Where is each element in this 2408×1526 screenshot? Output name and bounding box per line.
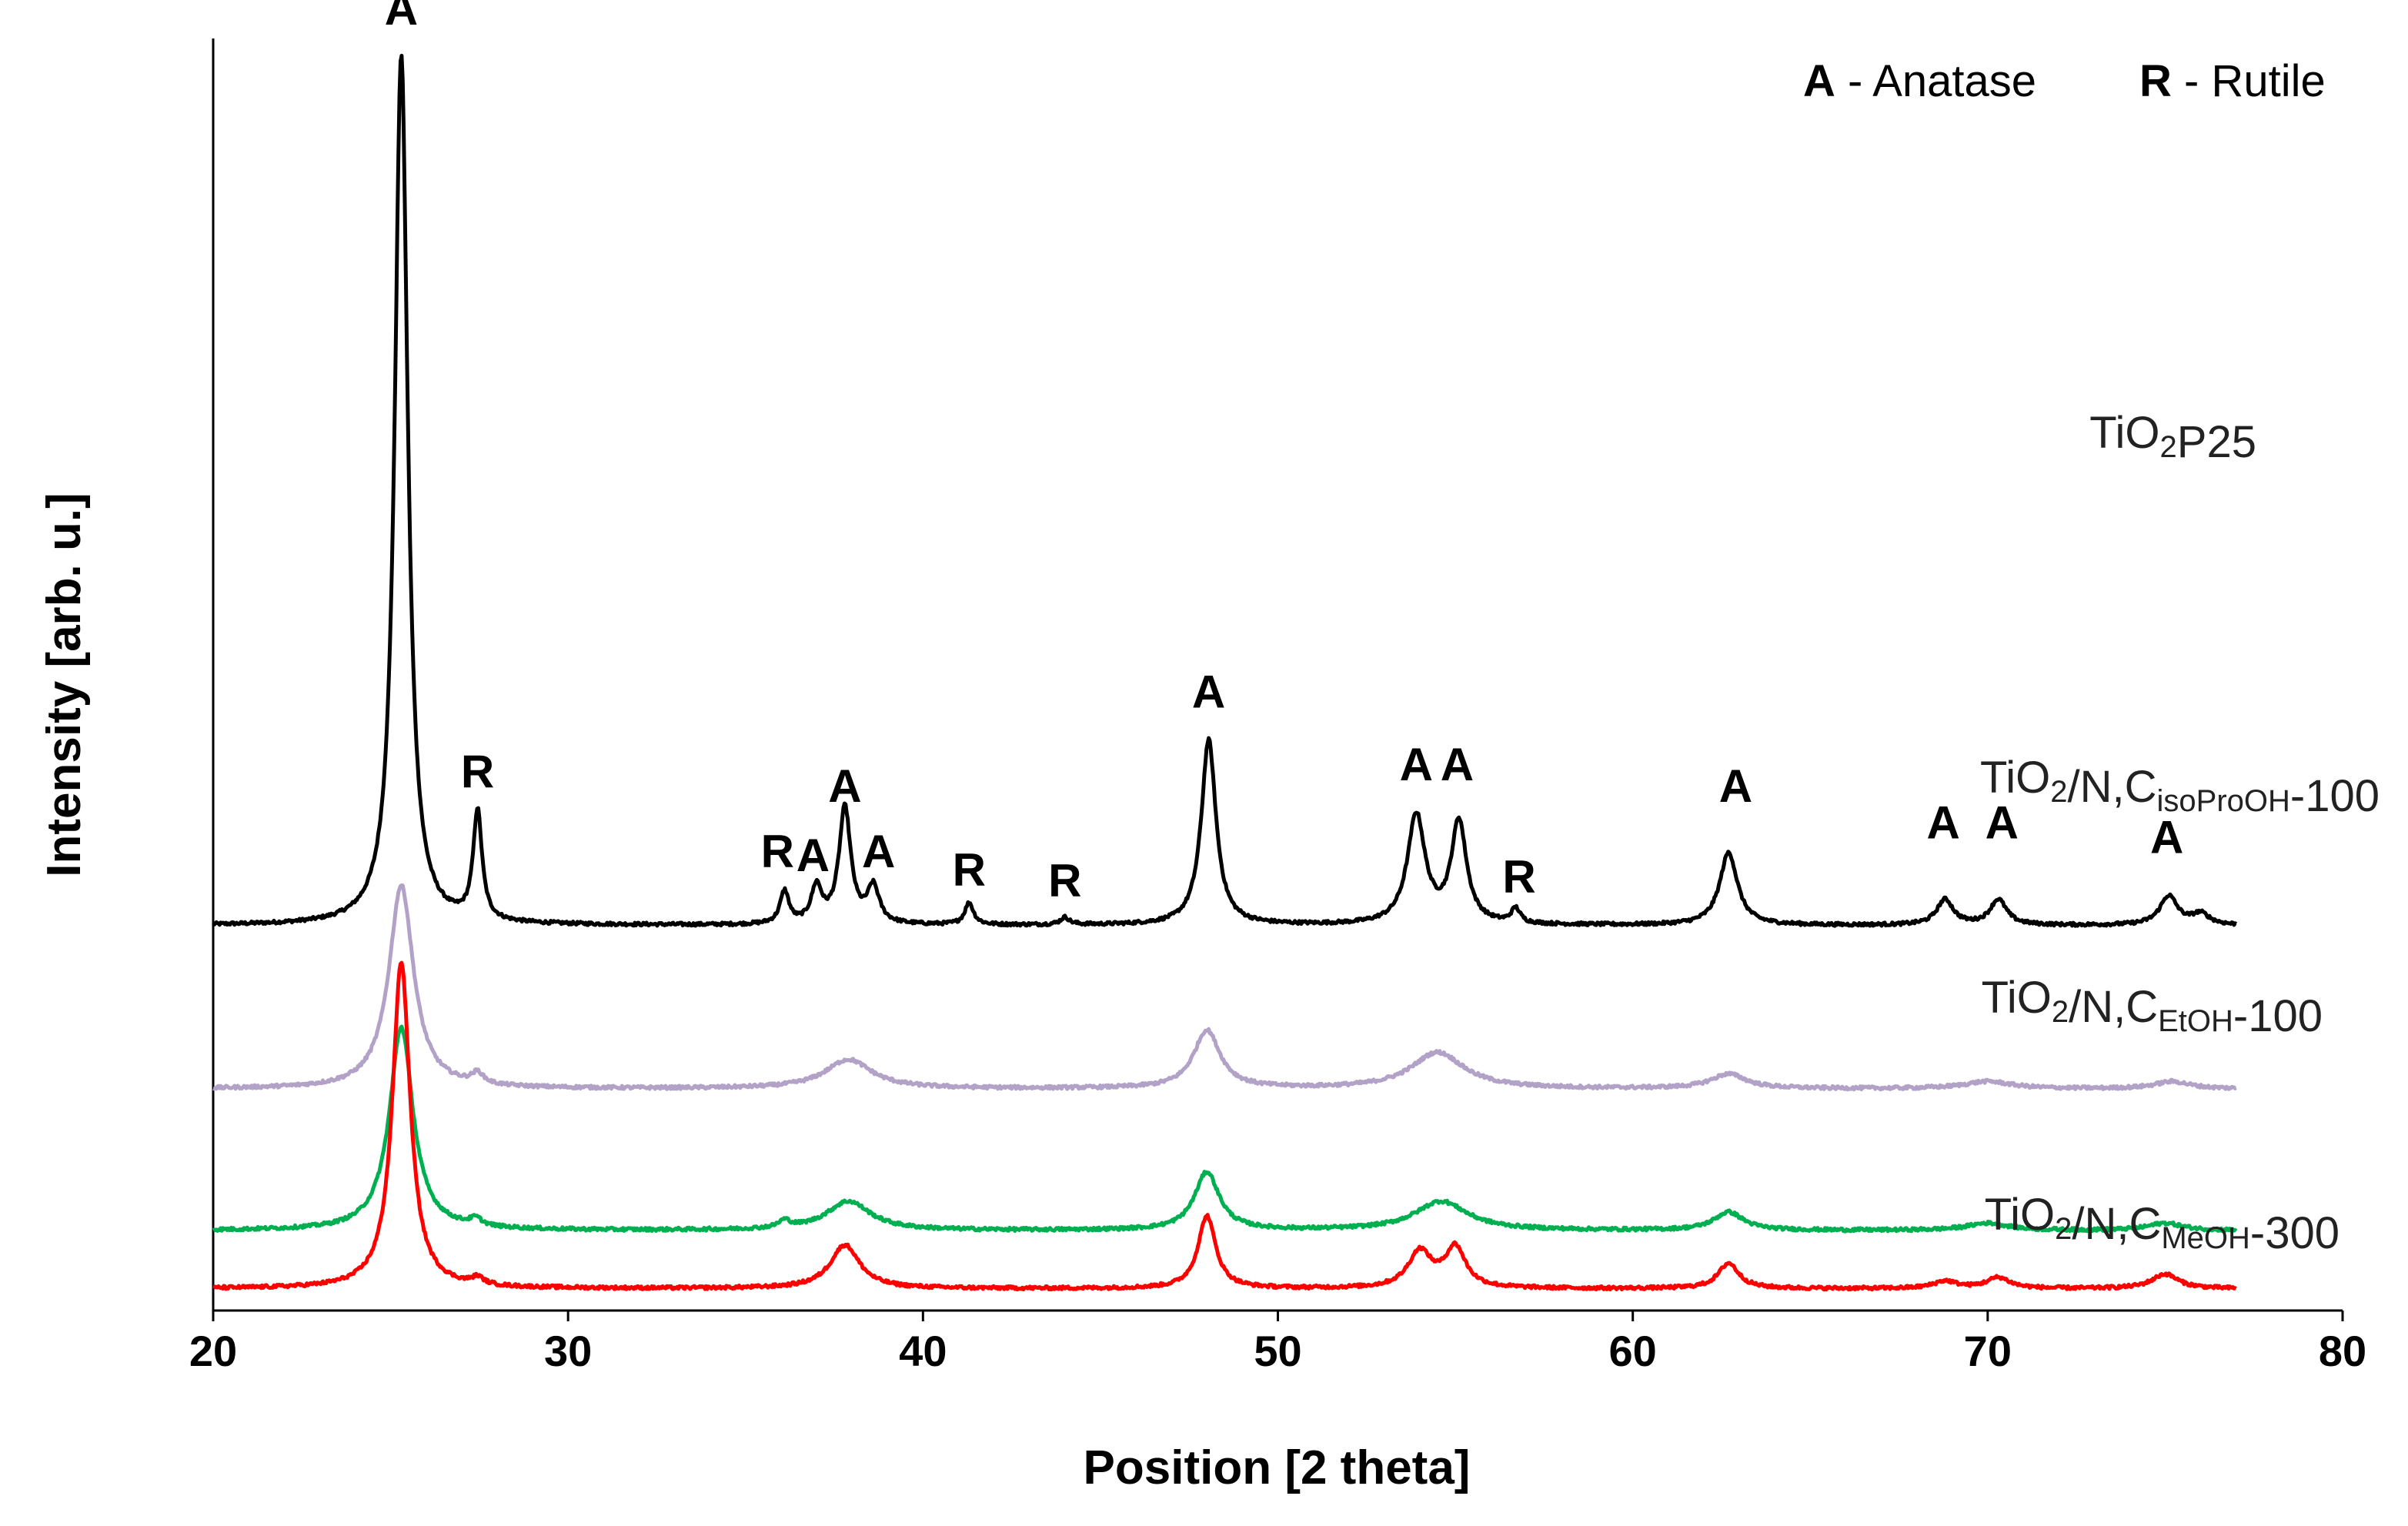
x-tick-label: 40 <box>899 1327 947 1375</box>
x-tick-label: 70 <box>1964 1327 2012 1375</box>
legend-entry-anatase: A - Anatase <box>1803 56 2036 106</box>
series-label-part: TiO <box>2089 408 2159 458</box>
x-tick-label: 20 <box>189 1327 237 1375</box>
anatase-peak-label: A <box>1192 666 1225 717</box>
series-label-part: 2 <box>2055 1212 2072 1246</box>
series-label-part: -100 <box>2233 991 2323 1041</box>
legend-key-anatase: A <box>1803 56 1835 106</box>
legend-text-rutile: - Rutile <box>2172 56 2326 106</box>
rutile-peak-label: R <box>761 826 794 877</box>
series-line-0 <box>212 53 2238 928</box>
series-label-1: TiO2/N,CisoProOH-100 <box>1980 753 2380 821</box>
anatase-peak-label: A <box>1719 760 1752 812</box>
series-labels: TiO2P25TiO2/N,CisoProOH-100TiO2/N,CEtOH-… <box>1980 408 2380 1258</box>
anatase-peak-label: A <box>862 826 895 877</box>
anatase-peak-label: A <box>797 830 830 881</box>
series-label-part: /N,C <box>2068 762 2157 812</box>
x-axis-title: Position [2 theta] <box>1084 1441 1471 1494</box>
legend-text-anatase: - Anatase <box>1835 56 2036 106</box>
rutile-peak-label: R <box>461 746 494 797</box>
rutile-peak-label: R <box>953 844 986 896</box>
series-label-part: P25 <box>2177 417 2256 467</box>
series-label-part: isoProOH <box>2157 784 2290 818</box>
series-label-part: EtOH <box>2158 1004 2233 1038</box>
series-line-3 <box>212 960 2237 1292</box>
series-label-part: TiO <box>1980 753 2050 803</box>
series-line-2 <box>212 1024 2238 1234</box>
series-label-3: TiO2/N,CMeOH-300 <box>1985 1190 2340 1258</box>
series-label-part: TiO <box>1985 1190 2055 1240</box>
series-label-2: TiO2/N,CEtOH-100 <box>1982 973 2323 1041</box>
series-label-0: TiO2P25 <box>2089 408 2256 467</box>
anatase-peak-label: A <box>1441 739 1474 790</box>
series-label-part: /N,C <box>2072 1199 2161 1249</box>
series-label-part: -100 <box>2290 771 2380 821</box>
anatase-peak-label: A <box>2150 811 2183 863</box>
legend: A - Anatase R - Rutile <box>1803 56 2326 106</box>
rutile-peak-label: R <box>1048 855 1081 907</box>
x-tick-label: 80 <box>2319 1327 2366 1375</box>
rutile-peak-label: R <box>1502 851 1535 903</box>
series-label-part: -300 <box>2250 1208 2340 1258</box>
legend-key-rutile: R <box>2139 56 2172 106</box>
series-label-part: 2 <box>2052 995 2069 1029</box>
series-line-1 <box>212 883 2237 1092</box>
anatase-peak-label: A <box>828 760 861 812</box>
x-tick-label: 60 <box>1609 1327 1657 1375</box>
legend-entry-rutile: R - Rutile <box>2139 56 2326 106</box>
series-label-part: 2 <box>2160 430 2177 464</box>
anatase-peak-label: A <box>1927 796 1960 848</box>
series-label-part: MeOH <box>2161 1221 2250 1255</box>
series-label-part: /N,C <box>2069 982 2158 1032</box>
anatase-peak-label: A <box>1400 739 1433 790</box>
x-ticks: 20 30 40 50 60 70 80 <box>189 1311 2366 1375</box>
anatase-peak-label: A <box>385 0 418 35</box>
x-tick-label: 50 <box>1254 1327 1301 1375</box>
anatase-peak-label: A <box>1986 796 2019 848</box>
series-label-part: TiO <box>1982 973 2052 1023</box>
axes <box>212 38 2343 1312</box>
x-tick-label: 30 <box>544 1327 592 1375</box>
series-group <box>212 53 2238 1292</box>
y-axis-title: Intensity [arb. u.] <box>38 493 91 877</box>
series-label-part: 2 <box>2050 775 2067 809</box>
